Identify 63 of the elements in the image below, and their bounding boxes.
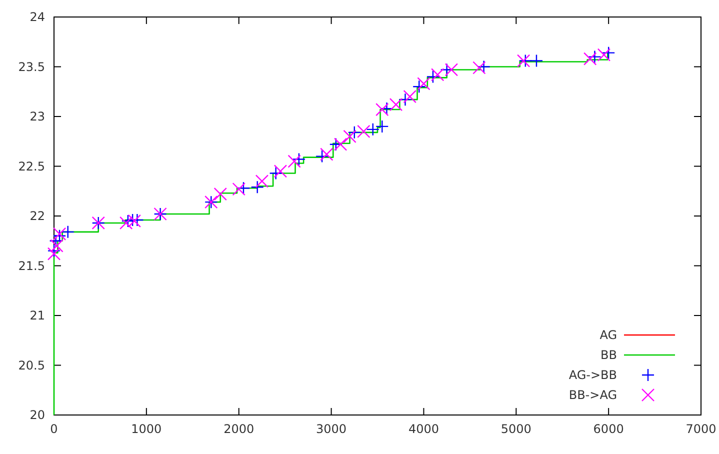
x-tick-label: 0: [50, 422, 58, 436]
point: [366, 122, 380, 136]
legend-label: AG: [600, 328, 617, 342]
y-tick-label: 21: [30, 308, 45, 322]
point: [334, 138, 348, 151]
point: [426, 70, 440, 84]
point: [214, 188, 227, 201]
point: [232, 182, 246, 196]
point: [292, 152, 306, 166]
point: [430, 68, 444, 82]
point: [583, 52, 597, 66]
point: [376, 120, 389, 134]
point: [130, 213, 144, 227]
point: [348, 126, 361, 140]
point: [255, 174, 269, 188]
x-tick-label: 1000: [131, 422, 162, 436]
point: [329, 138, 343, 151]
point: [49, 234, 62, 248]
point: [357, 124, 370, 138]
x-tick-label: 5000: [500, 422, 532, 436]
point: [269, 166, 282, 180]
point: [47, 244, 61, 258]
point: [250, 180, 264, 194]
y-tick-label: 23.5: [18, 60, 45, 74]
point: [440, 63, 454, 76]
point: [403, 90, 416, 104]
point: [597, 48, 611, 62]
point: [236, 182, 250, 195]
point: [417, 77, 430, 90]
point: [477, 60, 490, 74]
point: [61, 225, 74, 239]
y-tick-label: 20: [30, 408, 45, 422]
x-tick-label: 4000: [408, 422, 439, 436]
y-tick-label: 23: [30, 110, 45, 124]
x-tick-label: 6000: [593, 422, 624, 436]
legend-label: BB: [600, 348, 617, 362]
point: [288, 154, 301, 168]
point: [320, 148, 334, 161]
point: [274, 164, 288, 178]
point: [47, 247, 61, 260]
point: [50, 239, 64, 252]
point: [472, 61, 486, 74]
point: [315, 150, 329, 163]
x-tick-label: 2000: [224, 422, 254, 436]
point: [398, 92, 412, 106]
point: [412, 80, 426, 94]
x-tick-label: 7000: [686, 422, 716, 436]
y-tick-label: 22: [30, 209, 45, 223]
point: [376, 102, 389, 116]
legend-label: BB->AG: [568, 388, 617, 402]
point: [444, 63, 458, 76]
point: [380, 102, 394, 116]
point: [389, 98, 403, 112]
point: [588, 50, 602, 64]
y-tick-label: 20.5: [18, 358, 45, 372]
legend-label: AG->BB: [568, 368, 617, 382]
y-tick-label: 22.5: [18, 159, 45, 174]
y-tick-label: 24: [30, 10, 45, 24]
point: [530, 54, 544, 68]
point: [343, 130, 356, 143]
point: [602, 46, 616, 60]
y-tick-label: 21.5: [18, 258, 45, 273]
x-tick-label: 3000: [316, 422, 347, 436]
